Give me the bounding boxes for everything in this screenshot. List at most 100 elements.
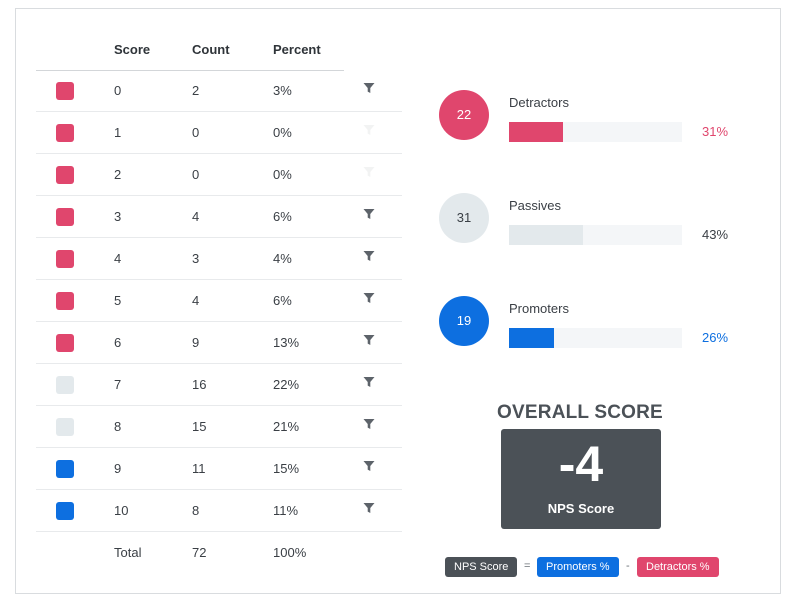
table-row: 2 0 0%: [36, 154, 402, 196]
count-cell: 11: [192, 461, 206, 476]
group-swatch: [56, 376, 74, 394]
score-cell: 10: [114, 503, 129, 518]
percent-cell: 22%: [273, 377, 300, 392]
score-cell: 7: [114, 377, 122, 392]
table-row: 4 3 4%: [36, 238, 402, 280]
total-percent: 100%: [273, 545, 307, 560]
category-count-badge: 19: [439, 296, 489, 346]
count-cell: 2: [192, 83, 200, 98]
header-score: Score: [114, 42, 151, 57]
header-percent: Percent: [273, 42, 321, 57]
row-divider: [36, 405, 402, 406]
table-row: 9 11 15%: [36, 448, 402, 490]
percent-cell: 3%: [273, 83, 292, 98]
group-swatch: [56, 334, 74, 352]
percent-cell: 6%: [273, 293, 292, 308]
category-detractor: 22 Detractors 31%: [439, 90, 749, 146]
header-divider: [36, 70, 344, 71]
percent-cell: 0%: [273, 167, 292, 182]
group-swatch: [56, 124, 74, 142]
score-cell: 2: [114, 167, 122, 182]
total-row: Total 72 100%: [36, 532, 402, 574]
score-cell: 1: [114, 125, 122, 140]
row-divider: [36, 279, 402, 280]
group-swatch: [56, 250, 74, 268]
count-cell: 16: [192, 377, 207, 392]
group-swatch: [56, 502, 74, 520]
funnel-icon[interactable]: [363, 502, 375, 514]
count-cell: 0: [192, 125, 200, 140]
category-count-badge: 31: [439, 193, 489, 243]
nps-score-label: NPS Score: [547, 501, 615, 516]
category-percent: 26%: [702, 330, 729, 345]
nps-score-value: -4: [558, 436, 604, 492]
score-cell: 4: [114, 251, 122, 266]
score-cell: 9: [114, 461, 122, 476]
funnel-icon[interactable]: [363, 208, 375, 220]
category-bar: [509, 225, 682, 245]
row-divider: [36, 447, 402, 448]
score-cell: 8: [114, 419, 122, 434]
percent-cell: 13%: [273, 335, 300, 350]
count-cell: 4: [192, 209, 200, 224]
table-row: 8 15 21%: [36, 406, 402, 448]
count-cell: 0: [192, 167, 200, 182]
category-bar-fill: [509, 122, 563, 142]
score-cell: 6: [114, 335, 122, 350]
row-divider: [36, 321, 402, 322]
formula-promoters-pill: Promoters %: [537, 557, 619, 577]
overall-score-title: OVERALL SCORE: [497, 402, 663, 423]
group-swatch: [56, 208, 74, 226]
table-row: 1 0 0%: [36, 112, 402, 154]
percent-cell: 11%: [273, 503, 299, 518]
funnel-icon[interactable]: [363, 292, 375, 304]
row-divider: [36, 195, 402, 196]
count-cell: 9: [192, 335, 200, 350]
funnel-icon: [363, 124, 375, 136]
header-count: Count: [192, 42, 230, 57]
nps-score-box: -4 NPS Score: [501, 429, 661, 529]
percent-cell: 4%: [273, 251, 292, 266]
category-label: Detractors: [509, 95, 569, 110]
funnel-icon[interactable]: [363, 334, 375, 346]
count-cell: 3: [192, 251, 200, 266]
percent-cell: 6%: [273, 209, 292, 224]
count-cell: 8: [192, 503, 200, 518]
formula-detractors-pill: Detractors %: [637, 557, 719, 577]
category-label: Passives: [509, 198, 562, 213]
score-cell: 5: [114, 293, 122, 308]
funnel-icon[interactable]: [363, 418, 375, 430]
table-row: 7 16 22%: [36, 364, 402, 406]
score-cell: 3: [114, 209, 122, 224]
funnel-icon: [363, 166, 375, 178]
category-bar-fill: [509, 225, 584, 245]
total-count: 72: [192, 545, 207, 560]
category-bar: [509, 328, 682, 348]
category-label: Promoters: [509, 301, 569, 316]
table-row: 10 8 11%: [36, 490, 402, 532]
row-divider: [36, 489, 402, 490]
row-divider: [36, 111, 402, 112]
formula-minus: -: [626, 560, 630, 572]
percent-cell: 21%: [273, 419, 300, 434]
group-swatch: [56, 460, 74, 478]
category-promoter: 19 Promoters 26%: [439, 296, 749, 352]
group-swatch: [56, 418, 74, 436]
table-row: 6 9 13%: [36, 322, 402, 364]
funnel-icon[interactable]: [363, 82, 375, 94]
count-cell: 4: [192, 293, 200, 308]
table-row: 0 2 3%: [36, 70, 402, 112]
category-percent: 43%: [702, 227, 729, 242]
percent-cell: 0%: [273, 125, 292, 140]
formula-equals: =: [524, 560, 531, 572]
funnel-icon[interactable]: [363, 376, 375, 388]
count-cell: 15: [192, 419, 207, 434]
total-label: Total: [114, 545, 142, 560]
row-divider: [36, 237, 402, 238]
funnel-icon[interactable]: [363, 250, 375, 262]
formula-nps-pill: NPS Score: [445, 557, 518, 577]
nps-widget: Score Count Percent 0 2 3% 1 0 0% 2 0 0% 3 4 6% 4 3 4%…: [15, 8, 781, 594]
table-row: 3 4 6%: [36, 196, 402, 238]
row-divider: [36, 153, 402, 154]
funnel-icon[interactable]: [363, 460, 375, 472]
